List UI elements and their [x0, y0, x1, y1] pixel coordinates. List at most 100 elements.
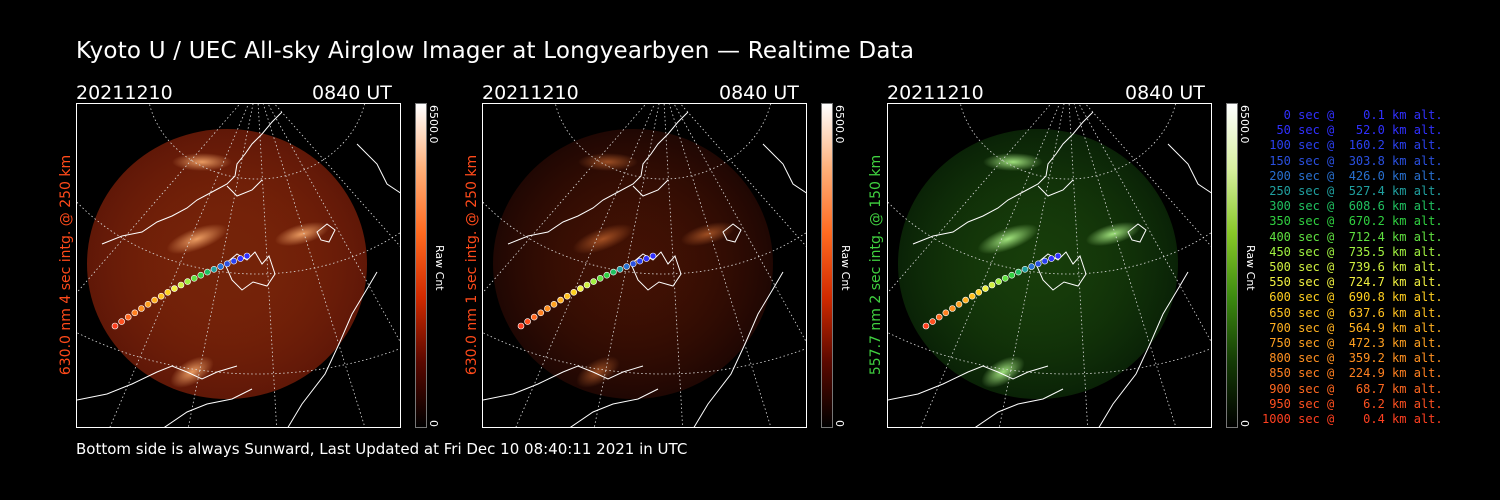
panel3-colorbar-max: 6500.0 — [1238, 105, 1251, 144]
panel1-colorbar — [415, 103, 427, 428]
trajectory-point — [1054, 252, 1062, 260]
trajectory-point — [157, 292, 165, 300]
trajectory-point — [1001, 275, 1009, 282]
trajectory-point — [204, 268, 211, 276]
trajectory-point — [517, 322, 525, 330]
trajectory-point — [1015, 268, 1022, 276]
panel1-colorbar-max: 6500.0 — [427, 105, 440, 144]
trajectory-point — [1021, 266, 1029, 273]
legend-row: 750 sec @ 472.3 km alt. — [1262, 336, 1443, 351]
trajectory-point — [151, 296, 158, 304]
trajectory-point — [955, 301, 963, 308]
legend-row: 800 sec @ 359.2 km alt. — [1262, 351, 1443, 366]
trajectory-point — [922, 322, 930, 330]
trajectory-point — [524, 318, 531, 325]
trajectory-point — [982, 285, 989, 292]
legend-row: 100 sec @ 160.2 km alt. — [1262, 138, 1443, 153]
trajectory-point — [610, 268, 617, 276]
panel2-ylabel: 630.0 nm 1 sec intg. @ 250 km — [464, 154, 480, 376]
trajectory-point — [563, 292, 571, 300]
panel3-ylabel: 557.7 nm 2 sec intg. @ 150 km — [868, 154, 884, 376]
legend-row: 300 sec @ 608.6 km alt. — [1262, 199, 1443, 214]
trajectory-legend: 0 sec @ 0.1 km alt. 50 sec @ 52.0 km alt… — [1262, 108, 1443, 427]
trajectory-point — [138, 305, 145, 312]
rocket-trajectory — [922, 252, 1062, 330]
trajectory-point — [929, 318, 936, 325]
allsky-svg — [888, 104, 1211, 427]
trajectory-point — [643, 255, 650, 262]
trajectory-point — [616, 266, 624, 273]
trajectory-point — [530, 313, 538, 321]
legend-row: 400 sec @ 712.4 km alt. — [1262, 229, 1443, 244]
panel3-colorbar — [1226, 103, 1238, 428]
trajectory-point — [197, 271, 205, 279]
legend-row: 650 sec @ 637.6 km alt. — [1262, 305, 1443, 320]
panel2-allsky-image — [482, 103, 807, 428]
panel2-time: 0840 UT — [719, 82, 799, 104]
legend-row: 450 sec @ 735.5 km alt. — [1262, 244, 1443, 259]
trajectory-point — [1034, 260, 1042, 268]
rocket-trajectory — [517, 252, 657, 330]
legend-row: 500 sec @ 739.6 km alt. — [1262, 260, 1443, 275]
legend-row: 150 sec @ 303.8 km alt. — [1262, 153, 1443, 168]
trajectory-point — [949, 305, 956, 312]
legend-row: 1000 sec @ 0.4 km alt. — [1262, 412, 1443, 427]
trajectory-point — [935, 313, 943, 321]
legend-row: 50 sec @ 52.0 km alt. — [1262, 123, 1443, 138]
trajectory-point — [636, 257, 644, 265]
legend-row: 600 sec @ 690.8 km alt. — [1262, 290, 1443, 305]
panel2-colorbar-label: Raw Cnt — [839, 245, 852, 291]
aurora-patch — [981, 356, 1025, 388]
aurora-patch — [274, 221, 330, 247]
panel3-colorbar-label: Raw Cnt — [1244, 245, 1257, 291]
trajectory-point — [118, 318, 125, 325]
panel3-allsky-image — [887, 103, 1212, 428]
coastlines — [888, 111, 1211, 427]
trajectory-point — [995, 278, 1002, 285]
trajectory-point — [962, 296, 969, 304]
trajectory-point — [230, 257, 238, 265]
footer-note: Bottom side is always Sunward, Last Upda… — [76, 440, 688, 458]
trajectory-point — [583, 281, 591, 289]
panel2-date: 20211210 — [482, 82, 579, 104]
trajectory-point — [223, 260, 231, 268]
aurora-patch — [172, 153, 232, 171]
legend-row: 950 sec @ 6.2 km alt. — [1262, 396, 1443, 411]
panel3-time: 0840 UT — [1125, 82, 1205, 104]
lat-lon-grid — [888, 104, 1211, 427]
trajectory-point — [144, 301, 152, 308]
trajectory-point — [577, 285, 584, 292]
coastlines — [77, 111, 400, 427]
trajectory-point — [603, 271, 611, 279]
legend-row: 200 sec @ 426.0 km alt. — [1262, 168, 1443, 183]
legend-row: 0 sec @ 0.1 km alt. — [1262, 108, 1443, 122]
trajectory-point — [1028, 263, 1035, 270]
legend-row: 700 sec @ 564.9 km alt. — [1262, 320, 1443, 335]
trajectory-point — [537, 309, 545, 317]
legend-row: 350 sec @ 670.2 km alt. — [1262, 214, 1443, 229]
aurora-patch — [578, 153, 638, 171]
trajectory-point — [164, 289, 172, 296]
aurora-patch — [572, 223, 634, 255]
lat-lon-grid — [77, 104, 400, 427]
panel2-colorbar-max: 6500.0 — [833, 105, 846, 144]
trajectory-point — [111, 322, 119, 330]
trajectory-point — [184, 278, 191, 285]
allsky-svg — [77, 104, 400, 427]
coastlines — [483, 111, 806, 427]
lat-lon-grid — [483, 104, 806, 427]
trajectory-point — [988, 281, 996, 289]
legend-row: 550 sec @ 724.7 km alt. — [1262, 275, 1443, 290]
panel1-colorbar-min: 0 — [427, 420, 440, 427]
trajectory-point — [131, 309, 139, 317]
trajectory-point — [590, 278, 597, 285]
trajectory-point — [942, 309, 950, 317]
allsky-svg — [483, 104, 806, 427]
panel1-allsky-image — [76, 103, 401, 428]
trajectory-point — [550, 301, 558, 308]
page-title: Kyoto U / UEC All-sky Airglow Imager at … — [76, 38, 915, 64]
trajectory-point — [596, 275, 604, 282]
rocket-trajectory — [111, 252, 251, 330]
trajectory-point — [623, 263, 630, 270]
trajectory-point — [1008, 271, 1016, 279]
